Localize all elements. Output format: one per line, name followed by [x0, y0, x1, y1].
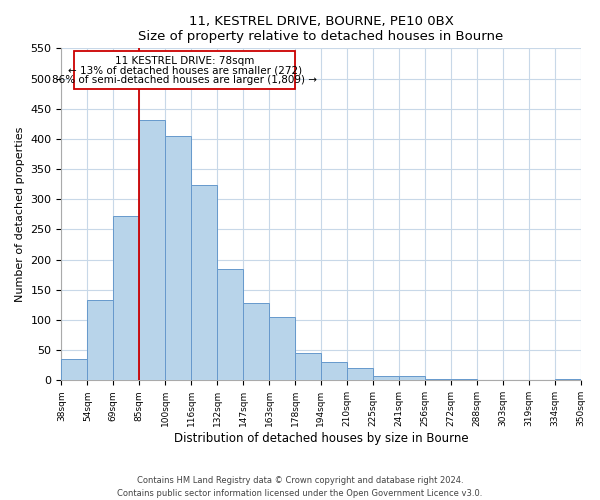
- Bar: [399, 376, 425, 380]
- Bar: [61, 359, 88, 380]
- Text: 86% of semi-detached houses are larger (1,809) →: 86% of semi-detached houses are larger (…: [52, 76, 317, 86]
- Text: ← 13% of detached houses are smaller (272): ← 13% of detached houses are smaller (27…: [68, 66, 302, 76]
- X-axis label: Distribution of detached houses by size in Bourne: Distribution of detached houses by size …: [173, 432, 468, 445]
- Text: Contains HM Land Registry data © Crown copyright and database right 2024.
Contai: Contains HM Land Registry data © Crown c…: [118, 476, 482, 498]
- Title: 11, KESTREL DRIVE, BOURNE, PE10 0BX
Size of property relative to detached houses: 11, KESTREL DRIVE, BOURNE, PE10 0BX Size…: [139, 15, 503, 43]
- Bar: [165, 136, 191, 380]
- Bar: [295, 352, 321, 380]
- Bar: [243, 303, 269, 380]
- Bar: [269, 317, 295, 380]
- Bar: [139, 120, 165, 380]
- Bar: [373, 376, 399, 380]
- Text: 11 KESTREL DRIVE: 78sqm: 11 KESTREL DRIVE: 78sqm: [115, 56, 254, 66]
- Bar: [347, 368, 373, 380]
- Bar: [321, 362, 347, 380]
- Bar: [554, 378, 581, 380]
- Y-axis label: Number of detached properties: Number of detached properties: [15, 126, 25, 302]
- Bar: [88, 300, 113, 380]
- Bar: [425, 379, 451, 380]
- Bar: [451, 379, 476, 380]
- Bar: [191, 186, 217, 380]
- Bar: [113, 216, 139, 380]
- Bar: [74, 52, 295, 90]
- Bar: [217, 270, 243, 380]
